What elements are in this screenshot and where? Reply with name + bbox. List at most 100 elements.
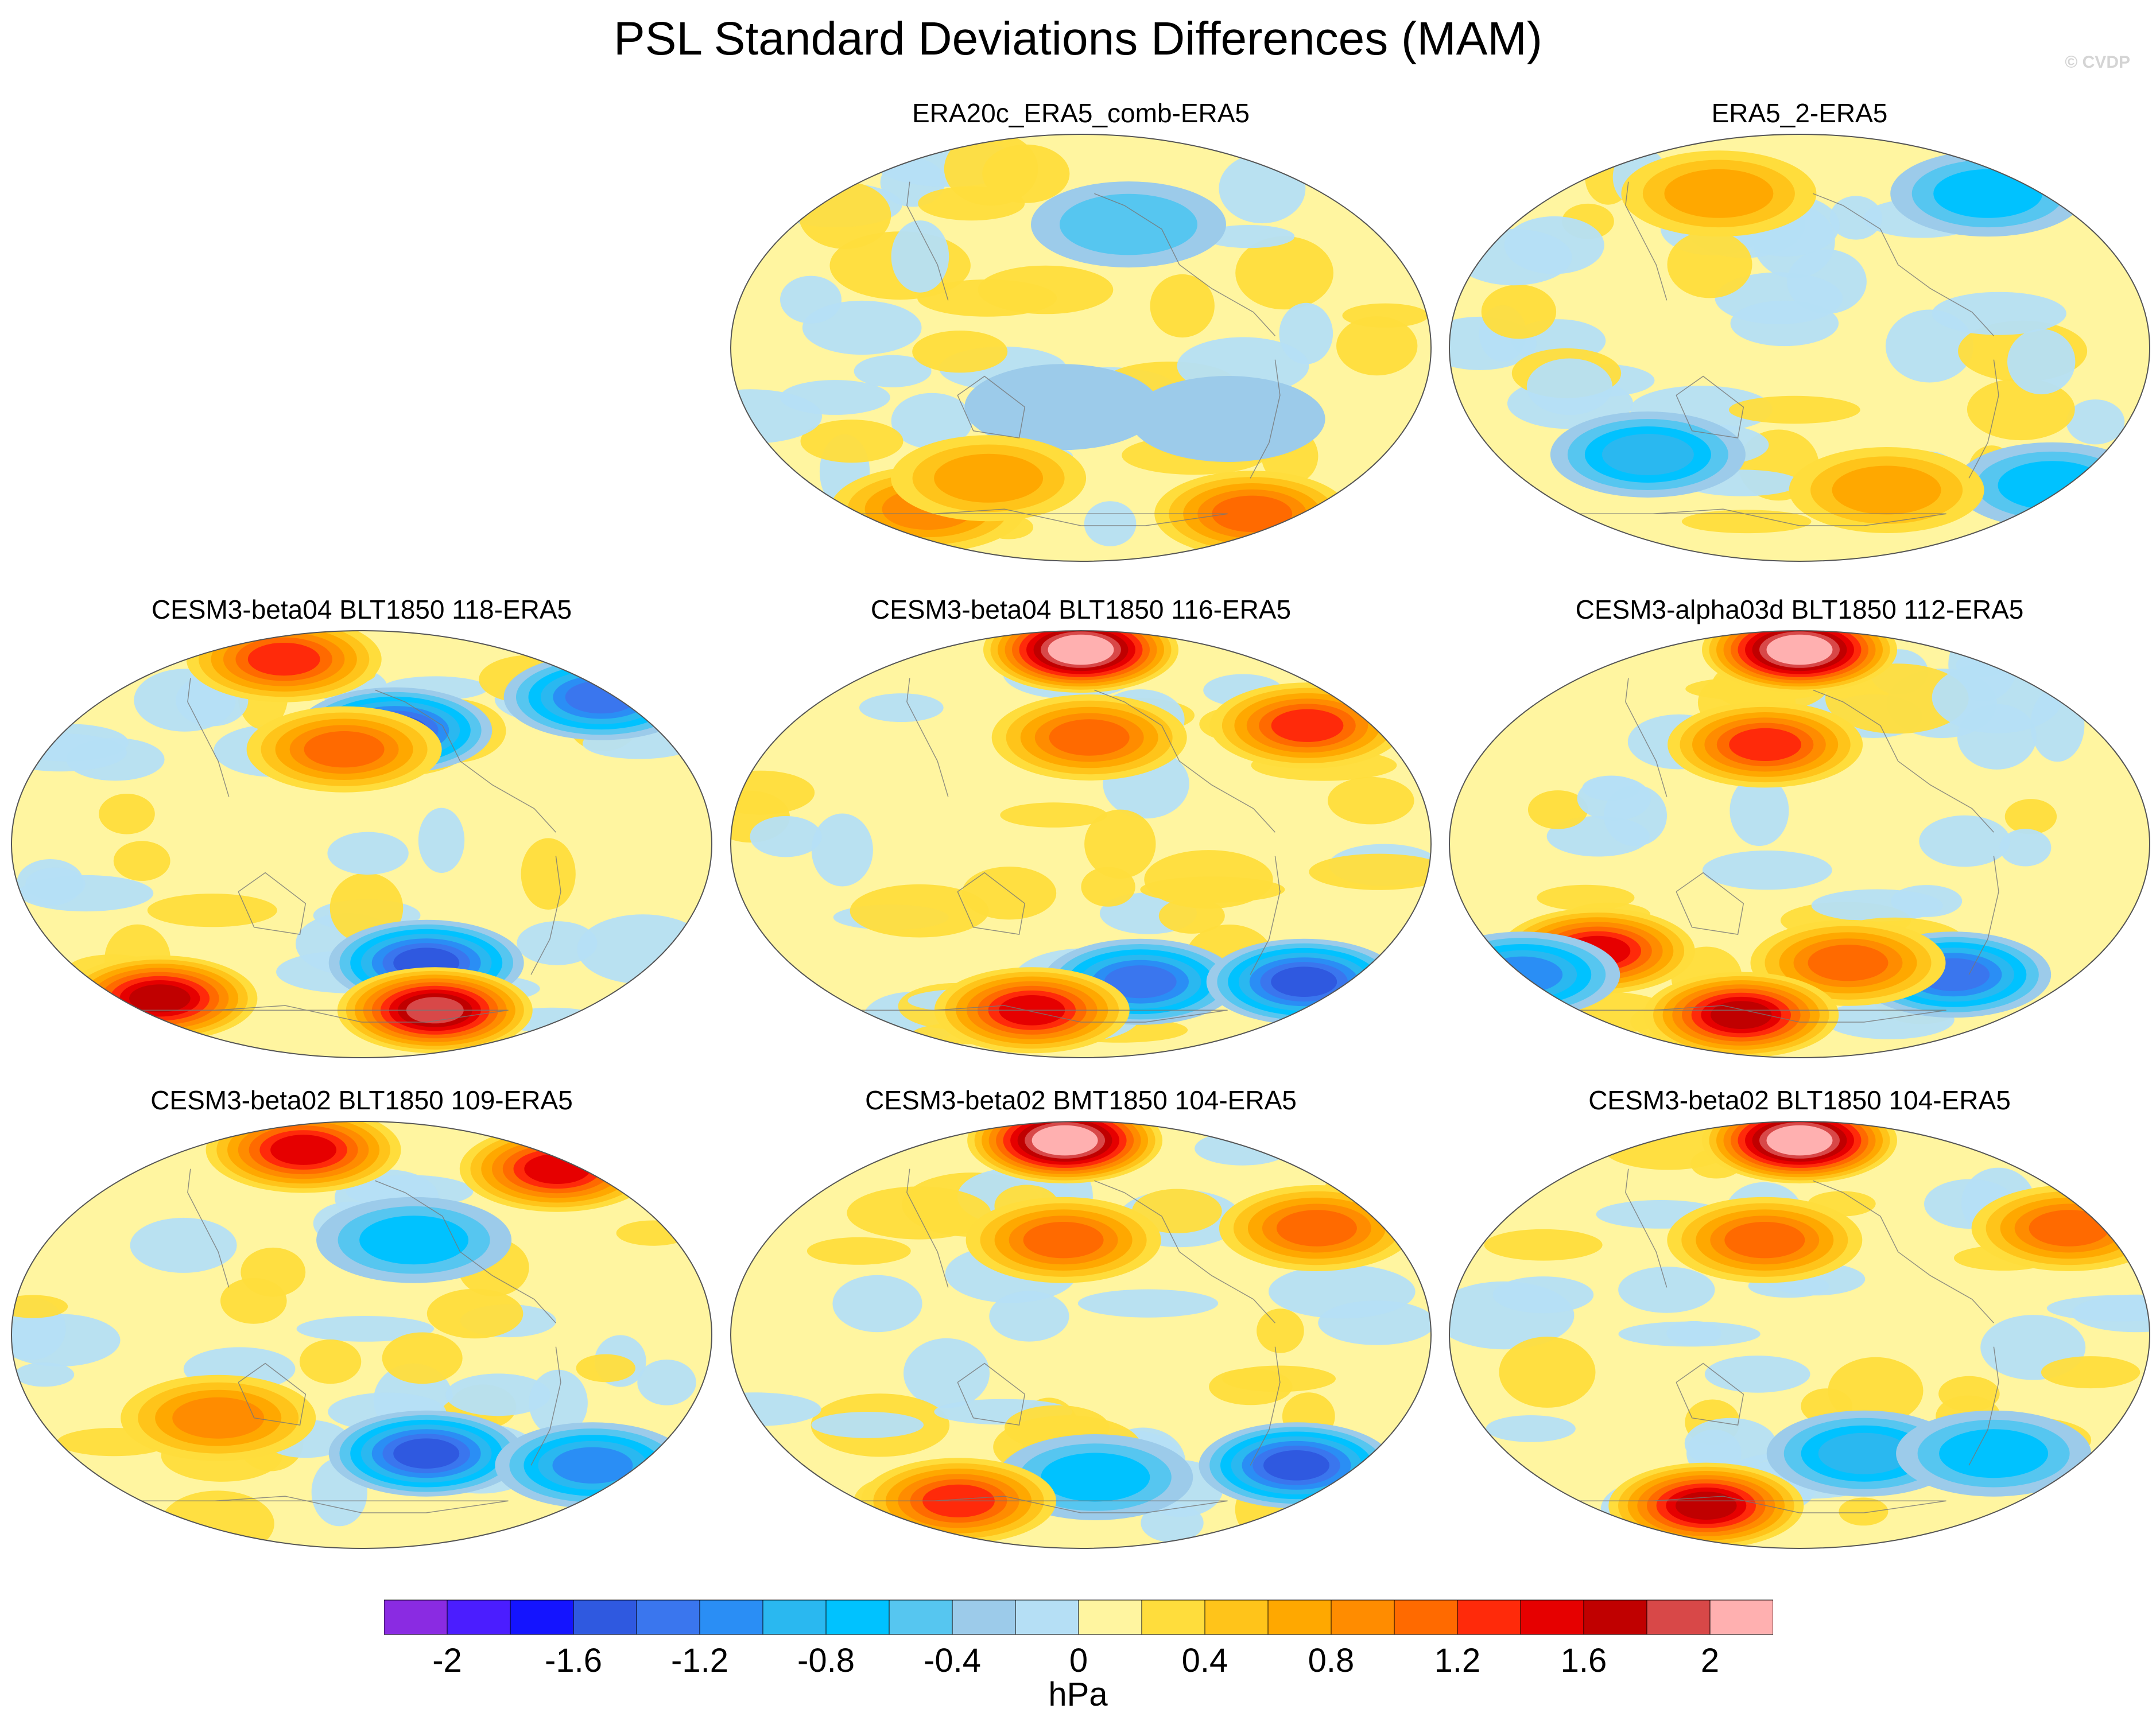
field-patch: [1328, 776, 1414, 825]
field-patch: [1730, 300, 1839, 347]
anomaly-contour: [359, 1216, 469, 1265]
colorbar-tick-label: -1.6: [545, 1642, 602, 1679]
field-patch: [1336, 316, 1418, 376]
panel-title: ERA20c_ERA5_comb-ERA5: [912, 98, 1250, 128]
colorbar-swatch: [825, 1599, 890, 1635]
colorbar-swatch: [1457, 1599, 1521, 1635]
field-patch: [1486, 1415, 1576, 1442]
coastline: [375, 1180, 556, 1323]
anomaly-contour: [1041, 1453, 1150, 1502]
field-patch: [241, 1247, 306, 1297]
coastline: [238, 872, 307, 935]
anomaly-contour: [1808, 945, 1889, 981]
coastline: [1676, 375, 1744, 438]
colorbar-swatch: [1141, 1599, 1205, 1635]
field-patch: [944, 134, 1038, 206]
anomaly-contour: [304, 731, 385, 768]
field-patch: [445, 1373, 551, 1416]
coastline: [530, 856, 561, 975]
map-border: [1449, 134, 2150, 562]
field-patch: [637, 1360, 696, 1405]
anomaly-contour: [1271, 709, 1344, 742]
field-patch: [891, 393, 973, 449]
field-patch: [912, 331, 1008, 373]
anomaly-contour: [1276, 1210, 1357, 1247]
coastline: [906, 181, 949, 301]
anomaly-contour: [552, 1447, 633, 1484]
map-border: [730, 134, 1432, 562]
field-patch: [299, 1339, 362, 1384]
colorbar-tick-labels: -2 -1.6 -1.2 -0.8 -0.4 0 0.4 0.8 1.2 1.6 2: [384, 1641, 1773, 1681]
colorbar-swatch: [1583, 1599, 1647, 1635]
anomaly-contour: [1130, 376, 1325, 462]
anomaly-contour: [934, 453, 1044, 503]
coastline: [1250, 1346, 1281, 1466]
panel-title: ERA5_2-ERA5: [1711, 98, 1888, 128]
field-patch: [18, 875, 154, 912]
field-patch: [521, 838, 576, 910]
anomaly-contour: [1832, 465, 1941, 515]
field-patch: [1203, 225, 1295, 248]
colorbar-swatch: [636, 1599, 700, 1635]
map-border: [1449, 630, 2150, 1058]
coastline: [1968, 856, 1999, 975]
anomaly-contour: [1729, 728, 1801, 761]
field-patch: [426, 1288, 524, 1339]
panel-title: CESM3-alpha03d BLT1850 112-ERA5: [1575, 595, 2024, 624]
anomaly-contour: [393, 1438, 460, 1469]
field-patch: [811, 1412, 924, 1438]
field-patch: [1150, 274, 1215, 338]
field-patch: [1140, 876, 1285, 903]
field-patch: [529, 1369, 588, 1436]
field-patch: [1577, 776, 1651, 821]
anomaly-contour: [1774, 638, 1825, 662]
field-patch: [1704, 1356, 1810, 1393]
robinson-map: [1449, 134, 2150, 562]
coastline: [141, 1496, 509, 1513]
colorbar-swatch: [699, 1599, 763, 1635]
coastline: [906, 678, 949, 797]
field-patch: [832, 1275, 922, 1333]
field-patch: [1919, 815, 2011, 867]
colorbar-tick-label: 0.8: [1308, 1642, 1355, 1679]
field-patch: [1309, 853, 1431, 890]
field-patch: [731, 1392, 821, 1427]
coastline: [1625, 678, 1668, 797]
field-patch: [1730, 775, 1789, 847]
field-patch: [576, 1354, 635, 1383]
field-patch: [1932, 292, 2066, 335]
colorbar-tick-label: 1.2: [1434, 1642, 1481, 1679]
robinson-map: [730, 134, 1432, 562]
field-patch: [1141, 1503, 1204, 1543]
field-patch: [1158, 898, 1225, 934]
colorbar-swatch: [1267, 1599, 1332, 1635]
map-panel: CESM3-beta04 BLT1850 118-ERA5: [6, 593, 718, 1098]
field-patch: [2007, 329, 2076, 395]
anomaly-contour: [270, 1135, 337, 1165]
robinson-map: [1449, 630, 2150, 1058]
anomaly-contour: [172, 1397, 265, 1439]
field-patch: [418, 807, 465, 873]
coastline: [187, 678, 230, 797]
field-patch: [1219, 153, 1306, 224]
colorbar-swatch: [1078, 1599, 1142, 1635]
field-patch: [1932, 662, 2063, 733]
coastline: [906, 1168, 949, 1288]
field-patch: [989, 1291, 1069, 1342]
robinson-map: [730, 1121, 1432, 1549]
coastline: [1579, 1005, 1946, 1023]
coastline: [860, 1496, 1228, 1513]
field-patch: [806, 1237, 911, 1265]
anomaly-contour: [1271, 966, 1337, 997]
colorbar-swatch: [889, 1599, 953, 1635]
field-patch: [780, 275, 842, 324]
coastline: [1813, 689, 1994, 833]
robinson-map: [11, 1121, 712, 1549]
field-patch: [1209, 1368, 1293, 1405]
anomaly-contour: [1049, 719, 1130, 756]
panel-title: CESM3-beta02 BLT1850 109-ERA5: [150, 1085, 573, 1115]
field-patch: [798, 181, 891, 249]
colorbar-swatch: [1204, 1599, 1269, 1635]
field-patch: [1811, 889, 1943, 922]
anomaly-contour: [1212, 495, 1293, 532]
